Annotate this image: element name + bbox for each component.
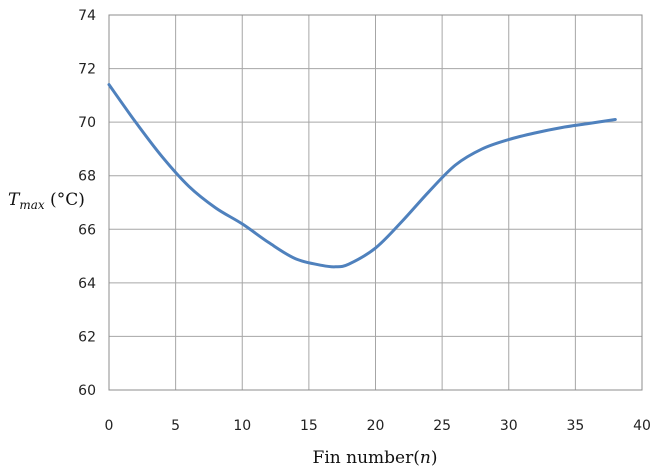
y-axis-variable: T [8, 190, 21, 210]
y-axis-unit: (°C) [45, 190, 85, 210]
y-tick-label: 70 [78, 115, 96, 131]
grid-lines [108, 14, 643, 391]
y-tick-label: 60 [78, 383, 96, 399]
y-axis-subscript: max [19, 198, 45, 212]
x-tick-label: 10 [233, 418, 251, 434]
x-tick-label: 5 [171, 418, 180, 434]
x-tick-label: 30 [500, 418, 518, 434]
series-line [107, 83, 617, 269]
x-tick-label: 25 [433, 418, 451, 434]
x-tick-labels: 0 5 10 15 20 25 30 35 40 [105, 418, 651, 434]
plot-area-frame [108, 14, 643, 391]
x-tick-label: 35 [566, 418, 584, 434]
x-axis-variable: n [420, 448, 431, 468]
y-tick-label: 66 [78, 222, 96, 238]
x-axis-label-text: Fin number [313, 448, 415, 468]
x-tick-label: 15 [300, 418, 318, 434]
y-axis-title: Tmax (°C) [8, 190, 85, 212]
series-layer [107, 83, 617, 269]
y-tick-label: 62 [78, 329, 96, 345]
y-tick-label: 68 [78, 169, 96, 185]
x-tick-label: 20 [367, 418, 385, 434]
y-tick-label: 74 [78, 8, 96, 24]
x-tick-label: 0 [105, 418, 114, 434]
y-tick-label: 72 [78, 62, 96, 78]
x-axis-paren-close: ) [431, 448, 438, 468]
x-tick-label: 40 [633, 418, 651, 434]
x-axis-title: Fin number(n) [313, 448, 438, 468]
y-tick-labels: 60 62 64 66 68 70 72 74 [78, 8, 96, 399]
x-axis-paren-open: ( [413, 448, 420, 468]
y-tick-label: 64 [78, 276, 96, 292]
